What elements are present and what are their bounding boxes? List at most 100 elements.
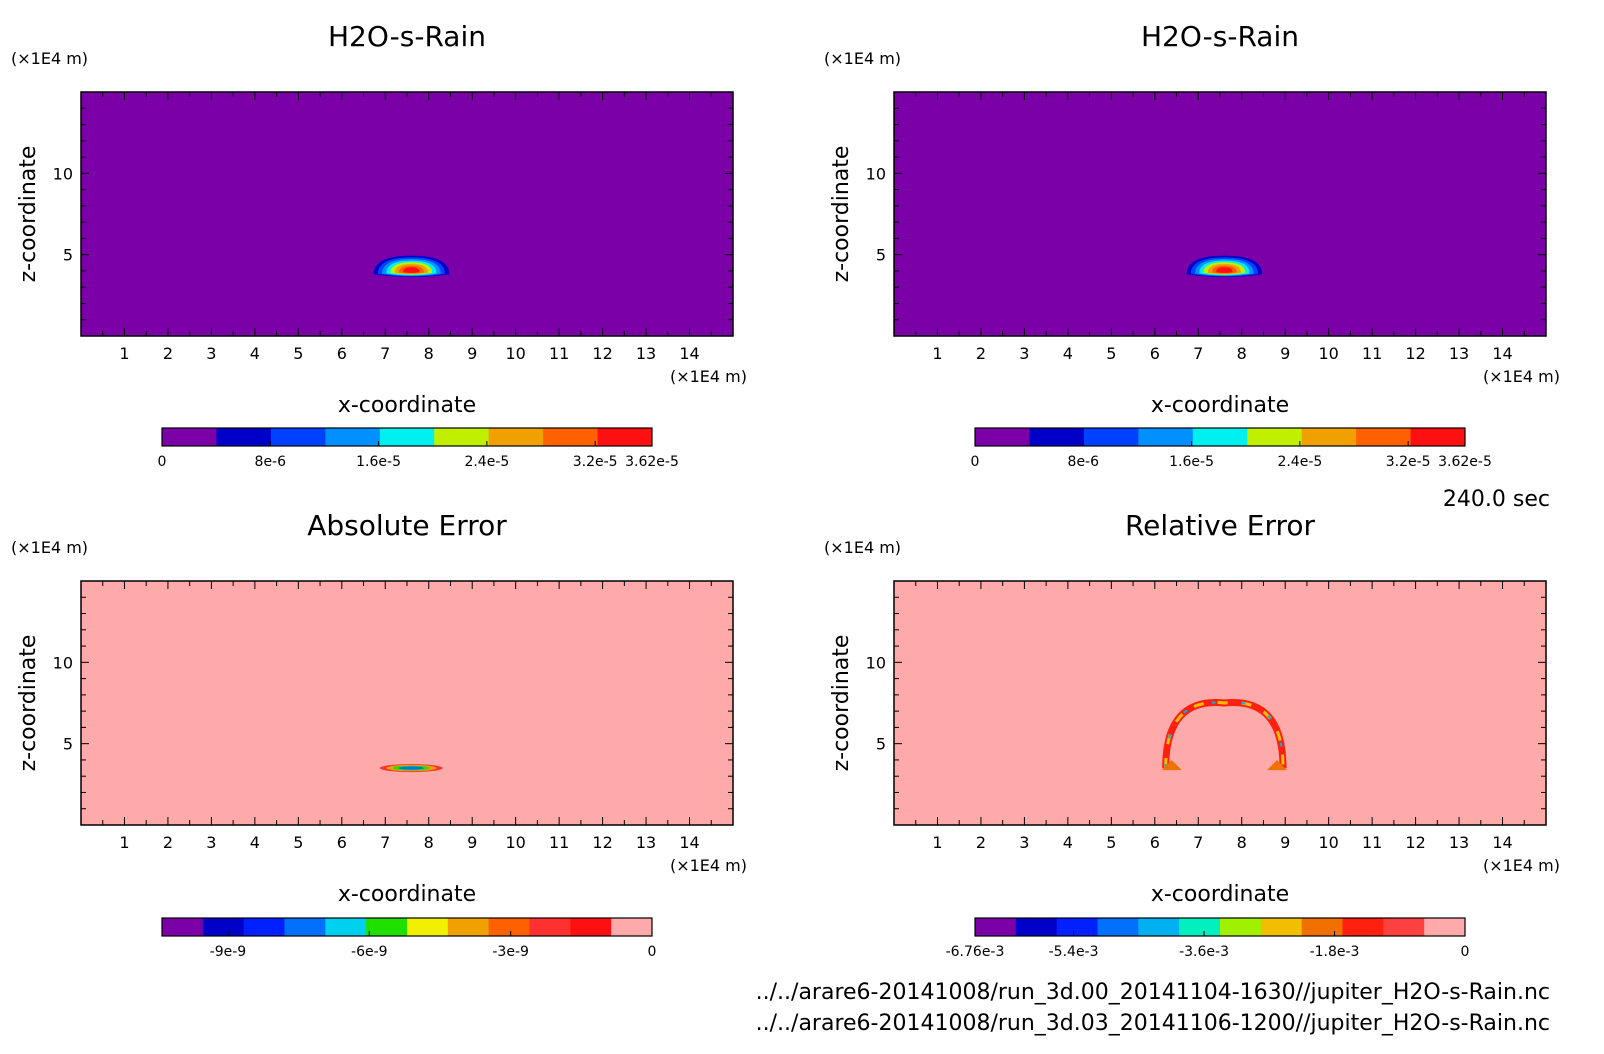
colorbar-swatch — [407, 918, 449, 936]
y-tick-label: 5 — [876, 735, 886, 754]
colorbar-tick-label: 1.6e-5 — [1169, 454, 1214, 470]
x-tick-label: 10 — [1318, 344, 1338, 363]
x-tick-label: 6 — [337, 344, 347, 363]
data-blob — [373, 255, 450, 278]
x-tick-label: 1 — [119, 344, 129, 363]
x-tick-label: 11 — [1362, 833, 1382, 852]
x-tick-label: 1 — [932, 344, 942, 363]
colorbar-tick-label: 2.4e-5 — [1277, 454, 1322, 470]
colorbar: -9e-9 -6e-9 -3e-9 0 — [161, 917, 657, 960]
x-tick-label: 6 — [337, 833, 347, 852]
colorbar-swatch — [597, 428, 653, 446]
x-tick-label: 7 — [1193, 344, 1203, 363]
x-tick-label: 13 — [636, 833, 656, 852]
y-unit-label: (×1E4 m) — [11, 538, 88, 557]
colorbar-swatch — [1260, 918, 1303, 936]
x-tick-label: 7 — [380, 833, 390, 852]
colorbar-frame — [974, 917, 1466, 937]
chart-title: H2O-s-Rain — [328, 20, 486, 53]
x-tick-label: 9 — [467, 344, 477, 363]
colorbar-swatch — [1383, 918, 1425, 936]
x-tick-label: 10 — [505, 344, 525, 363]
x-tick-label: 13 — [636, 344, 656, 363]
chart-panel-2: H2O-s-Rain(×1E4 m)1 2 3 4 5 6 7 8 9 10 11 12 13 14510… — [824, 20, 1560, 470]
x-unit-label: (×1E4 m) — [1483, 856, 1560, 875]
x-tick-label: 14 — [1492, 833, 1512, 852]
y-unit-label: (×1E4 m) — [11, 49, 88, 68]
colorbar-tick-label: -3e-9 — [492, 944, 529, 960]
colorbar-swatch — [1220, 918, 1262, 936]
colorbar-tick-label: 8e-6 — [255, 454, 287, 470]
colorbar-swatch — [529, 918, 571, 936]
arch-foot-2 — [1267, 760, 1288, 771]
colorbar-swatch — [975, 918, 1017, 936]
plot-area — [894, 92, 1546, 336]
x-tick-label: 9 — [467, 833, 477, 852]
y-tick-label: 5 — [63, 246, 73, 265]
y-axis-label: z-coordinate — [16, 146, 41, 283]
x-tick-label: 12 — [592, 833, 612, 852]
x-tick-label: 7 — [1193, 833, 1203, 852]
x-tick-label: 8 — [1237, 344, 1247, 363]
chart-panel-3: Absolute Error(×1E4 m)1 2 3 4 5 6 7 8 9 10 11 12 13 1… — [11, 509, 747, 960]
x-tick-label: 14 — [679, 344, 699, 363]
y-axis-label: z-coordinate — [16, 635, 41, 772]
plot-area — [81, 92, 733, 336]
colorbar-tick-label: 3.62e-5 — [1438, 454, 1492, 470]
chart-panel-4: Relative Error(×1E4 m)1 2 3 4 5 6 7 8 9 10 11 12 13 1… — [824, 509, 1560, 960]
y-tick-label: 5 — [63, 735, 73, 754]
colorbar-tick-label: -6.76e-3 — [946, 944, 1005, 960]
colorbar: 0 8e-6 1.6e-5 2.4e-5 3.2e-5 3.62e-5 — [971, 427, 1492, 470]
colorbar-swatch — [366, 918, 408, 936]
colorbar-swatch — [325, 918, 367, 936]
colorbar-swatch — [1301, 428, 1357, 446]
x-tick-label: 2 — [976, 833, 986, 852]
contour-level-4 — [398, 766, 424, 770]
x-tick-label: 12 — [1405, 833, 1425, 852]
file-path-1: ../../arare6-20141008/run_3d.00_20141104… — [756, 980, 1550, 1005]
colorbar-swatch — [1083, 428, 1139, 446]
colorbar-swatch — [216, 428, 272, 446]
chart-panel-1: H2O-s-Rain(×1E4 m)1 2 3 4 5 6 7 8 9 10 11 12 13 14510… — [11, 20, 747, 470]
x-tick-label: 4 — [250, 344, 260, 363]
colorbar-swatch — [488, 428, 544, 446]
x-tick-label: 14 — [679, 833, 699, 852]
x-tick-label: 3 — [1019, 344, 1029, 363]
colorbar-tick-label: -9e-9 — [210, 944, 247, 960]
colorbar-tick-label: 3.62e-5 — [625, 454, 679, 470]
y-tick-label: 5 — [876, 246, 886, 265]
colorbar-tick-label: 0 — [648, 944, 657, 960]
x-axis-label: x-coordinate — [338, 393, 476, 418]
x-tick-label: 2 — [163, 344, 173, 363]
axis-ticks — [81, 92, 733, 336]
colorbar-tick-label: 0 — [1461, 944, 1470, 960]
colorbar: -6.76e-3 -5.4e-3 -3.6e-3 -1.8e-3 0 — [946, 917, 1470, 960]
x-tick-label: 11 — [1362, 344, 1382, 363]
x-axis-label: x-coordinate — [1151, 882, 1289, 907]
colorbar-swatch — [570, 918, 612, 936]
x-tick-label: 2 — [976, 344, 986, 363]
x-tick-label: 11 — [549, 833, 569, 852]
colorbar-swatch — [1138, 428, 1194, 446]
time-label: 240.0 sec — [1443, 487, 1550, 512]
colorbar-swatch — [1342, 918, 1384, 936]
colorbar-frame — [974, 427, 1466, 447]
colorbar-swatch — [1179, 918, 1221, 936]
colorbar-swatch — [1056, 918, 1098, 936]
colorbar-tick-label: -3.6e-3 — [1179, 944, 1229, 960]
colorbar-swatch — [243, 918, 285, 936]
x-tick-label: 5 — [1106, 344, 1116, 363]
x-tick-label: 10 — [505, 833, 525, 852]
x-tick-label: 6 — [1150, 344, 1160, 363]
x-tick-label: 3 — [206, 344, 216, 363]
x-tick-label: 9 — [1280, 833, 1290, 852]
colorbar-swatch — [1029, 428, 1085, 446]
colorbar-swatch — [1097, 918, 1139, 936]
colorbar-swatch — [975, 428, 1030, 446]
colorbar-frame — [161, 917, 653, 937]
y-unit-label: (×1E4 m) — [824, 49, 901, 68]
axis-ticks — [894, 92, 1546, 336]
colorbar-swatch — [434, 428, 490, 446]
colorbar-tick-label: -5.4e-3 — [1049, 944, 1099, 960]
